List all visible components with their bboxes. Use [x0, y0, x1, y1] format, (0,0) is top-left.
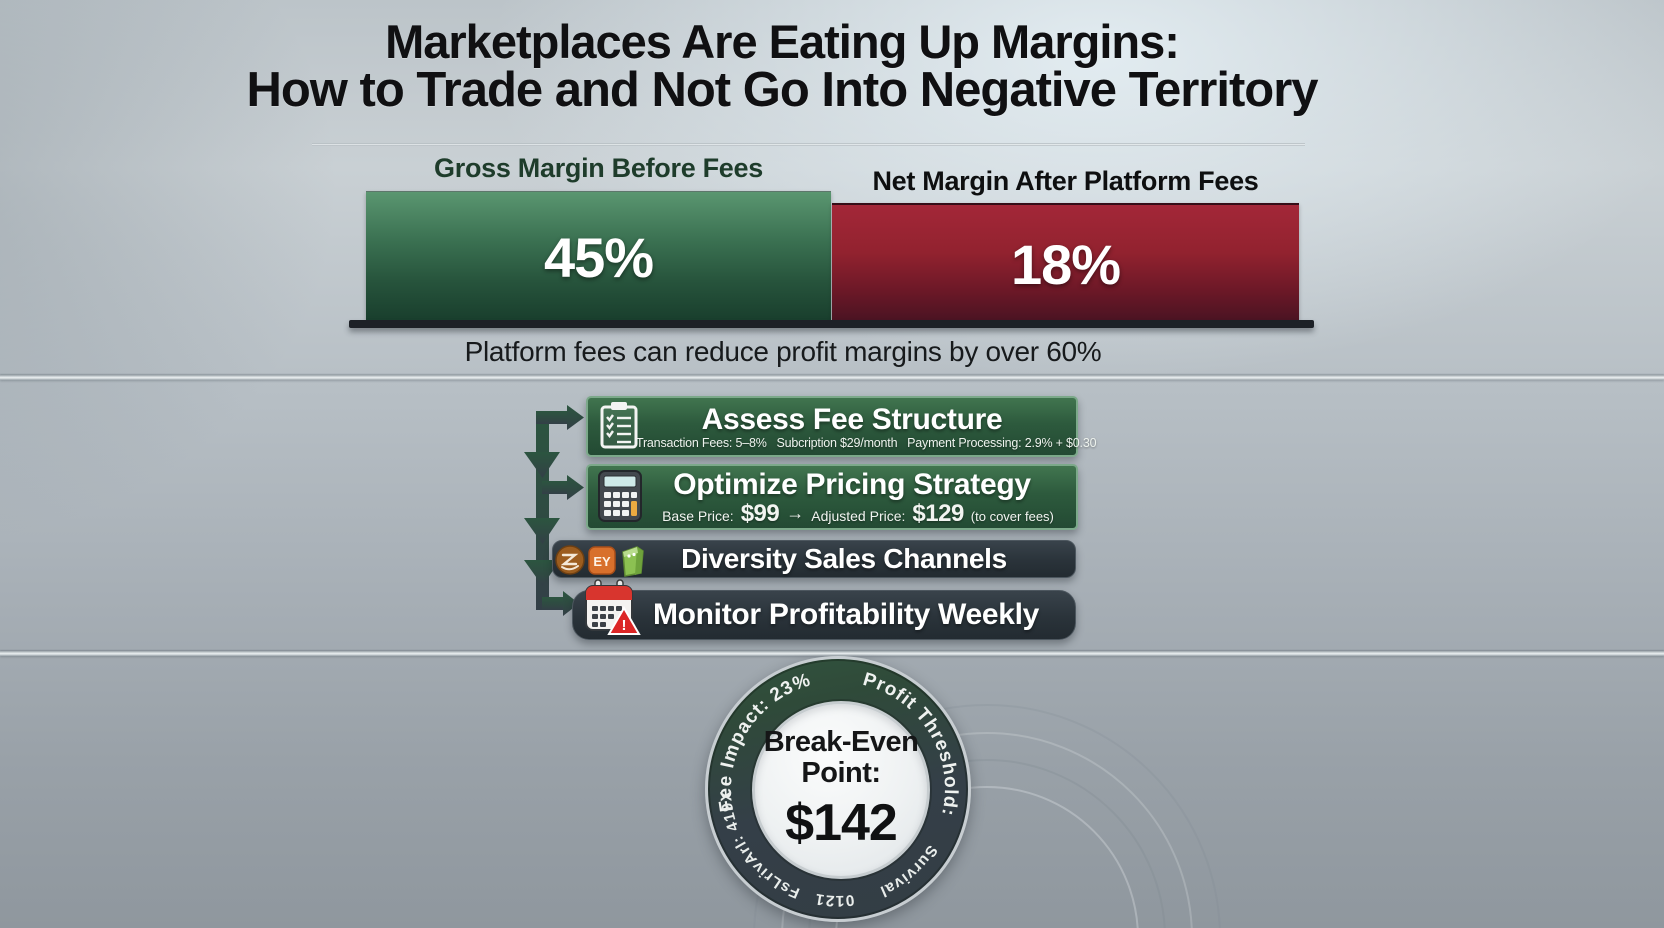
- break-even-label-line2: Point:: [801, 757, 881, 789]
- break-even-value: $142: [785, 794, 898, 852]
- svg-text:FsLrivArl: 419X: FsLrivArl: 419X: [718, 790, 802, 902]
- chart-baseline: [349, 320, 1314, 328]
- base-price-value: $99: [740, 499, 780, 527]
- title-divider: [312, 143, 1305, 146]
- step1-title: Assess Fee Structure: [701, 402, 1003, 436]
- step4-title: Monitor Profitability Weekly: [652, 598, 1040, 631]
- bar-net-margin: 18%: [832, 203, 1299, 324]
- badge-ring-text: Fee Impact: 23% Profit Threshold: Surviv…: [715, 669, 962, 909]
- step3-title: Diversity Sales Channels: [681, 543, 1007, 574]
- arrow-right-icon: →: [786, 502, 805, 523]
- ring-text-profit-threshold: Profit Threshold:: [861, 669, 961, 818]
- shopify-bag-icon: [622, 546, 644, 577]
- step1-subtitle: Transaction Fees: 5–8% Subcription $29/m…: [636, 435, 1097, 450]
- bar-label-gross-margin: Gross Margin Before Fees: [434, 153, 763, 183]
- amazon-marketplace-icon: [555, 545, 585, 575]
- step2-subtitle: Base Price: $99 → Adjusted Price: $129 (…: [588, 500, 1076, 528]
- adjusted-price-label: Adjusted Price:: [811, 507, 906, 524]
- clipboard-checklist-icon: [600, 402, 638, 449]
- sales-channel-icons: EY: [555, 545, 644, 577]
- ring-text-survival: Survival: [877, 842, 940, 900]
- bar-label-net-margin: Net Margin After Platform Fees: [872, 166, 1259, 196]
- step2-title: Optimize Pricing Strategy: [673, 467, 1031, 501]
- section-divider-bottom: [0, 651, 1664, 656]
- bar-value-net: 18%: [1010, 233, 1121, 296]
- break-even-badge: Break-Even Point: $142 Fee Impact: 23% P…: [705, 656, 971, 922]
- section-divider-top: [0, 375, 1664, 380]
- calculator-icon: [598, 470, 642, 522]
- base-price-label: Base Price:: [662, 507, 734, 524]
- calendar-alert-icon: !: [585, 579, 641, 635]
- page-title: Marketplaces Are Eating Up Margins: How …: [0, 18, 1564, 116]
- page-title-line1: Marketplaces Are Eating Up Margins:: [385, 15, 1180, 68]
- page-title-line2: How to Trade and Not Go Into Negative Te…: [246, 62, 1318, 117]
- adjusted-price-value: $129: [912, 499, 964, 527]
- ring-text-garbled: FsLrivArl: 419X: [718, 790, 801, 902]
- svg-text:Survival: Survival: [877, 842, 941, 900]
- step-card-optimize-pricing: Optimize Pricing Strategy Base Price: $9…: [586, 464, 1078, 530]
- break-even-center: Break-Even Point: $142: [752, 701, 930, 879]
- flow-connector-arrows: [524, 405, 584, 616]
- svg-text:Profit Threshold:: Profit Threshold:: [861, 669, 962, 818]
- ring-text-number: 0121: [813, 890, 854, 909]
- step-card-monitor-profitability: Monitor Profitability Weekly: [572, 590, 1076, 640]
- etsy-marketplace-icon: EY: [588, 546, 616, 575]
- warning-exclamation: !: [622, 617, 627, 634]
- price-note: (to cover fees): [970, 508, 1054, 524]
- chart-caption: Platform fees can reduce profit margins …: [464, 336, 1102, 367]
- bar-value-gross: 45%: [543, 226, 654, 289]
- break-even-label-line1: Break-Even: [763, 726, 919, 758]
- break-even-section: .badge-section .ripple{transform:transla…: [0, 654, 1664, 928]
- bar-gross-margin: 45%: [366, 191, 831, 323]
- svg-text:0121: 0121: [813, 890, 855, 909]
- etsy-letters: EY: [593, 554, 611, 569]
- step-card-assess-fees: Assess Fee Structure Transaction Fees: 5…: [586, 396, 1097, 457]
